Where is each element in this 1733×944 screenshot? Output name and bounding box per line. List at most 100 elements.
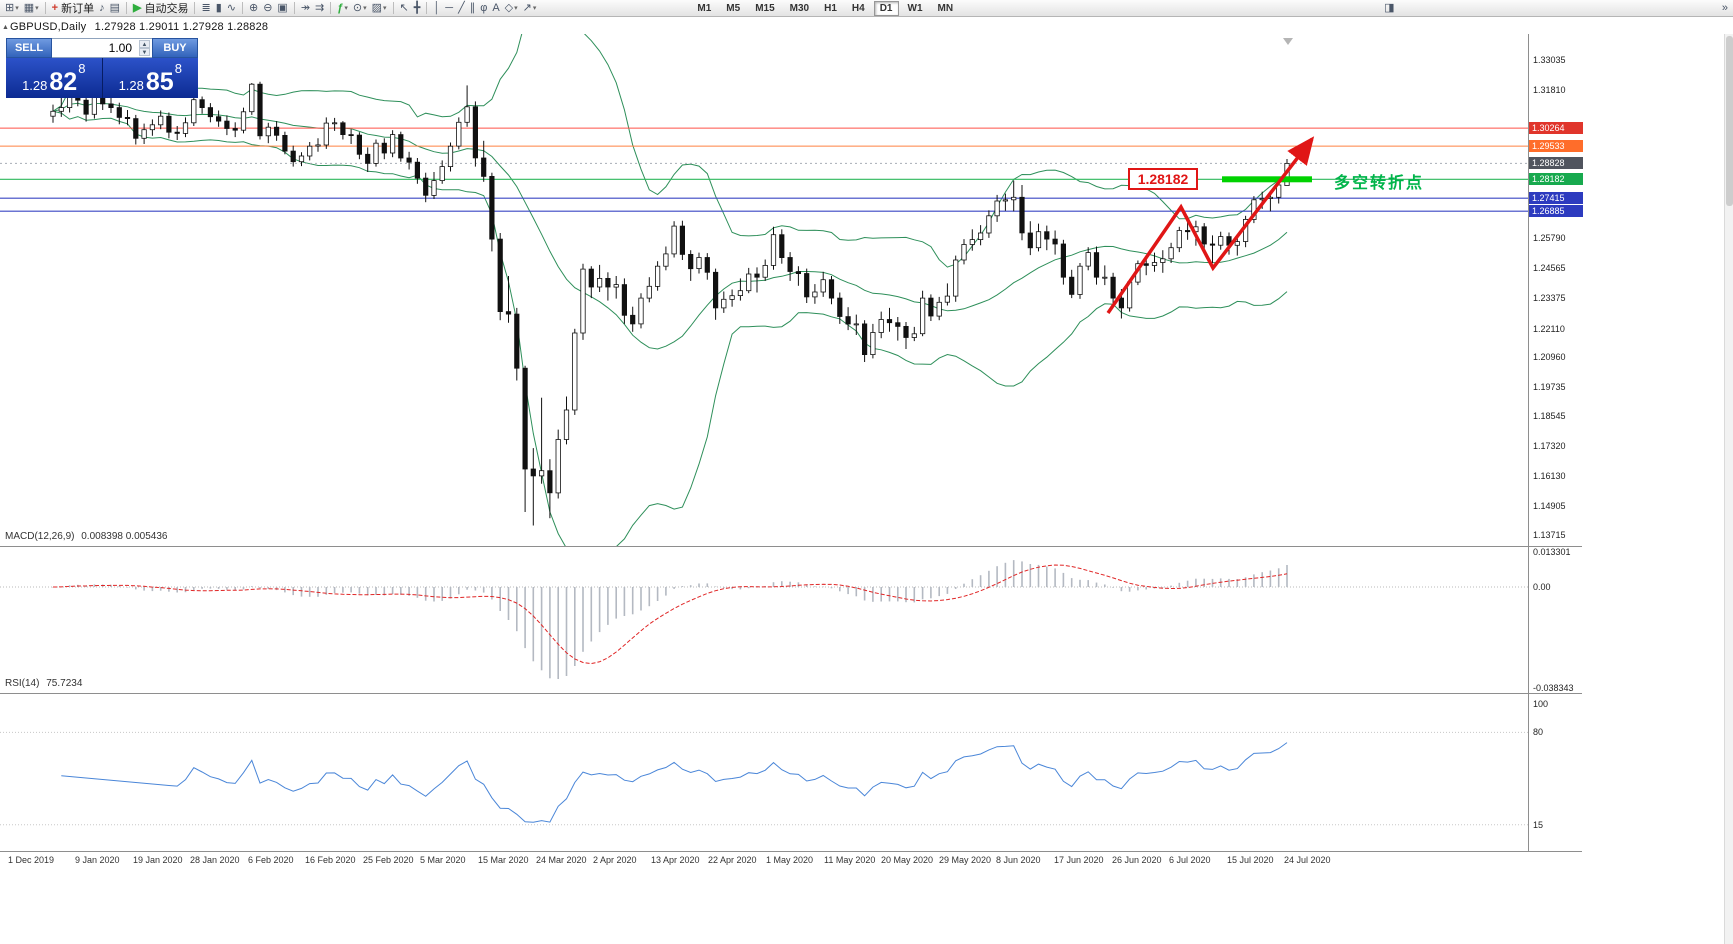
timeframe-w1-button[interactable]: W1 bbox=[907, 2, 923, 14]
timeframe-mn-button[interactable]: MN bbox=[937, 2, 954, 14]
new-chart-icon[interactable]: ⊞ ▾ bbox=[5, 1, 19, 14]
price-tick: 1.13715 bbox=[1533, 530, 1566, 540]
date-label: 5 Mar 2020 bbox=[420, 855, 466, 865]
trendline-icon[interactable]: ╱ bbox=[458, 1, 465, 14]
bar-chart-icon[interactable]: ≣ bbox=[201, 1, 211, 14]
rsi-panel[interactable] bbox=[0, 694, 1528, 851]
price-line-label: 1.29533 bbox=[1529, 140, 1583, 153]
timeframe-d1-button[interactable]: D1 bbox=[873, 0, 899, 16]
price-line-label: 1.30264 bbox=[1529, 122, 1583, 135]
price-tick: 1.25790 bbox=[1533, 233, 1566, 244]
price-tick: 1.33035 bbox=[1533, 55, 1566, 65]
toolbar-overflow-icon[interactable]: » bbox=[1721, 1, 1728, 14]
arrows-icon[interactable]: ↗ ▾ bbox=[522, 1, 537, 14]
profiles-icon[interactable]: ▦ ▾ bbox=[23, 1, 39, 14]
date-label: 20 May 2020 bbox=[881, 855, 934, 865]
one-click-toggle[interactable]: ▲ bbox=[2, 24, 9, 31]
news-icon[interactable]: ▤ bbox=[109, 1, 120, 14]
price-tick: 1.19735 bbox=[1533, 381, 1566, 392]
date-label: 24 Jul 2020 bbox=[1284, 855, 1331, 865]
vertical-line-icon[interactable]: │ bbox=[433, 1, 441, 14]
auto-scroll-icon[interactable]: ↠ bbox=[300, 1, 311, 14]
new-order-button[interactable]: + 新订单 bbox=[51, 1, 95, 16]
chevron-down-icon: ▾ bbox=[532, 5, 537, 12]
sell-button[interactable]: SELL bbox=[6, 38, 52, 58]
autotrade-button[interactable]: ▶ 自动交易 bbox=[133, 1, 189, 16]
time-axis[interactable]: 1 Dec 2019 9 Jan 2020 19 Jan 2020 28 Jan 20… bbox=[0, 853, 1582, 868]
one-click-trading-panel: SELL ▲ ▼ BUY 1.28 82 8 1.28 85 8 bbox=[6, 38, 198, 98]
sound-alert-icon[interactable]: ♪ bbox=[99, 1, 105, 14]
indicators-icon[interactable]: ƒ ▾ bbox=[337, 1, 348, 14]
symbol-period-label: GBPUSD,Daily bbox=[10, 21, 87, 33]
macd-axis-tick: 0.00 bbox=[1533, 582, 1551, 593]
timeframe-m5-button[interactable]: M5 bbox=[726, 2, 741, 14]
buy-price-button[interactable]: 1.28 85 8 bbox=[102, 58, 198, 98]
sell-price-pip: 8 bbox=[78, 61, 86, 76]
timeframe-h4-button[interactable]: H4 bbox=[851, 2, 865, 14]
price-annotation-box: 1.28182 bbox=[1128, 168, 1198, 190]
turning-point-note: 多空转折点 bbox=[1334, 175, 1425, 192]
date-label: 26 Jun 2020 bbox=[1112, 855, 1162, 865]
chevron-down-icon: ▾ bbox=[344, 5, 348, 12]
chart-shift-icon[interactable]: ⇉ bbox=[315, 1, 325, 14]
support-bar bbox=[1222, 176, 1312, 183]
timeframe-m1-button[interactable]: M1 bbox=[697, 2, 712, 14]
line-chart-icon[interactable]: ∿ bbox=[226, 1, 236, 14]
tile-windows-icon[interactable]: ▣ bbox=[277, 1, 288, 14]
horizontal-line-icon[interactable]: ─ bbox=[445, 1, 454, 14]
cursor-icon[interactable]: ↖ bbox=[399, 1, 409, 14]
volume-input[interactable] bbox=[60, 40, 134, 56]
panel-separator[interactable] bbox=[0, 546, 1582, 547]
candlestick-chart-icon[interactable]: ▮ bbox=[215, 1, 222, 14]
templates-icon[interactable]: ▨ ▾ bbox=[371, 1, 387, 14]
date-label: 2 Apr 2020 bbox=[593, 855, 637, 865]
price-line-label: 1.26885 bbox=[1529, 205, 1583, 218]
text-label-icon[interactable]: A bbox=[492, 1, 500, 14]
toolbar-separator bbox=[392, 2, 394, 14]
trend-arrow bbox=[1106, 136, 1315, 314]
date-label: 17 Jun 2020 bbox=[1054, 855, 1104, 865]
macd-signal-line bbox=[52, 564, 1288, 665]
date-label: 1 Dec 2019 bbox=[8, 855, 55, 865]
chevron-down-icon: ▾ bbox=[514, 5, 518, 12]
periods-icon[interactable]: ⊙ ▾ bbox=[352, 1, 367, 14]
sell-price-button[interactable]: 1.28 82 8 bbox=[6, 58, 103, 98]
volume-up-button[interactable]: ▲ bbox=[139, 40, 150, 48]
chart-window[interactable]: ▲ GBPUSD,Daily 1.27928 1.29011 1.27928 1… bbox=[0, 17, 1733, 944]
date-label: 11 May 2020 bbox=[824, 855, 876, 865]
macd-label: MACD(12,26,9) 0.008398 0.005436 bbox=[5, 531, 168, 542]
toolbar-separator bbox=[426, 2, 428, 14]
scrollbar-thumb[interactable] bbox=[1726, 36, 1733, 206]
timeframe-h1-button[interactable]: H1 bbox=[824, 2, 837, 14]
panel-separator[interactable] bbox=[0, 693, 1582, 694]
zoom-out-icon[interactable]: ⊖ bbox=[263, 1, 273, 14]
fibonacci-icon[interactable]: φ bbox=[480, 1, 488, 14]
timeframe-m15-button[interactable]: M15 bbox=[755, 2, 775, 14]
channel-icon[interactable]: ∥ bbox=[469, 1, 476, 14]
toolbar-separator bbox=[126, 2, 127, 14]
buy-button[interactable]: BUY bbox=[152, 38, 198, 58]
sell-price-big: 82 bbox=[49, 68, 78, 96]
shapes-icon[interactable]: ◇ ▾ bbox=[504, 1, 518, 14]
toolbar: ⊞ ▾ ▦ ▾ + 新订单 ♪ ▤ ▶ 自动交易 ≣ ▮ ∿ ⊕ ⊖ ▣ ↠ ⇉ ƒ ▾ ⊙ ▾ ▨ ▾ ↖ ╋ │ ─ ╱ ∥ φ A ◇ ▾ ↗… bbox=[0, 0, 1733, 17]
price-tick: 1.22110 bbox=[1533, 323, 1565, 334]
chevron-down-icon: ▾ bbox=[383, 5, 387, 12]
timeframe-m30-button[interactable]: M30 bbox=[789, 2, 810, 14]
zoom-in-icon[interactable]: ⊕ bbox=[248, 1, 259, 14]
window-layout-icon[interactable]: ◨ bbox=[1384, 1, 1395, 14]
toolbar-separator bbox=[194, 2, 196, 14]
macd-axis-tick: -0.038343 bbox=[1533, 683, 1574, 693]
chart-shift-marker[interactable] bbox=[1283, 38, 1293, 45]
main-chart[interactable] bbox=[0, 34, 1528, 546]
date-label: 1 May 2020 bbox=[766, 855, 814, 865]
macd-panel[interactable] bbox=[0, 547, 1528, 693]
volume-down-button[interactable]: ▼ bbox=[139, 48, 150, 56]
bollinger-bands bbox=[52, 34, 1288, 546]
chart-quote: GBPUSD,Daily 1.27928 1.29011 1.27928 1.2… bbox=[10, 21, 268, 33]
price-tick: 1.18545 bbox=[1533, 411, 1566, 422]
price-axis-border bbox=[1528, 34, 1529, 852]
crosshair-icon[interactable]: ╋ bbox=[413, 1, 421, 14]
vertical-scrollbar[interactable] bbox=[1724, 34, 1733, 944]
chevron-down-icon: ▾ bbox=[15, 5, 19, 12]
